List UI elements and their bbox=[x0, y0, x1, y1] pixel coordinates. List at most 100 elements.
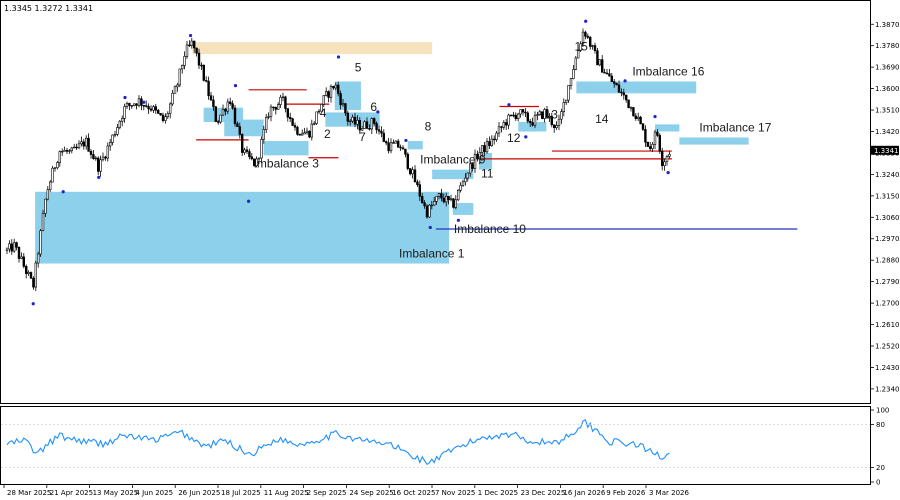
candle bbox=[87, 133, 90, 152]
candle bbox=[53, 167, 57, 172]
candle bbox=[41, 209, 45, 232]
candle bbox=[466, 172, 469, 182]
candle-body bbox=[36, 253, 40, 264]
candle-body bbox=[233, 107, 237, 124]
candle bbox=[437, 192, 441, 200]
candle bbox=[610, 72, 614, 82]
candle-body bbox=[365, 121, 369, 129]
candle bbox=[188, 40, 191, 47]
candle-body bbox=[612, 81, 616, 84]
candle-body bbox=[125, 103, 129, 107]
candle bbox=[627, 99, 630, 109]
candle-body bbox=[406, 153, 409, 169]
candle-body bbox=[632, 107, 635, 117]
candle-body bbox=[574, 57, 578, 70]
candle-body bbox=[58, 151, 62, 163]
candle bbox=[56, 161, 59, 170]
candle bbox=[253, 158, 256, 167]
imbalance-zone bbox=[576, 81, 697, 94]
candle-body bbox=[416, 181, 419, 185]
imbalance-zone bbox=[679, 137, 749, 145]
candle bbox=[229, 97, 232, 106]
candle bbox=[452, 197, 455, 209]
zone-label: Imbalance 9 bbox=[420, 153, 486, 167]
candle bbox=[646, 141, 650, 147]
candle-body bbox=[358, 120, 361, 131]
candle-body bbox=[461, 181, 465, 186]
candle bbox=[118, 119, 122, 130]
candle bbox=[51, 165, 54, 183]
candle bbox=[353, 112, 357, 128]
candle bbox=[372, 117, 376, 126]
candle bbox=[130, 105, 133, 109]
candle-body bbox=[185, 44, 189, 57]
candle bbox=[341, 99, 345, 107]
zone-label: Imbalance 17 bbox=[699, 120, 771, 134]
candle bbox=[36, 251, 40, 268]
candle-body bbox=[423, 202, 426, 207]
number-label: 8 bbox=[425, 119, 432, 133]
oscillator-tick-label: 100 bbox=[876, 407, 889, 415]
ohlc-readout: 1.3345 1.3272 1.3341 bbox=[4, 4, 93, 13]
price-tick-label: 1.2970 bbox=[875, 235, 900, 243]
candle bbox=[639, 115, 642, 125]
candle-body bbox=[267, 116, 270, 118]
candle-body bbox=[159, 113, 162, 116]
candle-body bbox=[137, 98, 141, 106]
candle bbox=[257, 157, 261, 165]
candle-body bbox=[524, 111, 527, 114]
candle-body bbox=[264, 117, 268, 130]
candle-body bbox=[663, 161, 666, 166]
candle-body bbox=[512, 114, 515, 117]
candle bbox=[420, 193, 424, 204]
candle bbox=[60, 148, 64, 156]
candle bbox=[416, 179, 419, 187]
oscillator-tick-label: 80 bbox=[876, 421, 885, 429]
candle bbox=[497, 122, 501, 137]
candle bbox=[46, 186, 50, 201]
candle bbox=[243, 147, 246, 156]
candle bbox=[322, 95, 325, 107]
candle-body bbox=[209, 95, 213, 101]
candle-body bbox=[317, 110, 321, 113]
swing-low-marker bbox=[524, 135, 528, 139]
candle-body bbox=[183, 56, 186, 66]
candle bbox=[574, 55, 578, 71]
candle-body bbox=[488, 141, 491, 147]
candle-body bbox=[60, 150, 64, 153]
candle bbox=[171, 90, 174, 107]
candle bbox=[624, 94, 628, 103]
candle-body bbox=[516, 113, 520, 119]
candle bbox=[233, 104, 237, 127]
candle bbox=[221, 104, 225, 117]
candle-body bbox=[442, 197, 445, 203]
candle bbox=[500, 125, 503, 133]
candle-body bbox=[303, 132, 306, 135]
candle bbox=[346, 110, 349, 126]
candle-body bbox=[608, 73, 611, 77]
candle-body bbox=[528, 120, 532, 123]
candle bbox=[308, 130, 311, 139]
candle-body bbox=[660, 151, 664, 166]
candle bbox=[10, 239, 13, 255]
candle bbox=[514, 112, 518, 121]
candle-body bbox=[53, 167, 57, 169]
candle bbox=[336, 81, 340, 97]
imbalance-zone bbox=[432, 169, 474, 180]
candle bbox=[344, 102, 347, 116]
candle bbox=[380, 126, 383, 138]
candle-body bbox=[382, 132, 385, 142]
candle-body bbox=[214, 106, 217, 122]
candle bbox=[145, 100, 148, 108]
candle-body bbox=[348, 120, 352, 123]
candle-body bbox=[514, 114, 518, 119]
imbalance-zones bbox=[35, 42, 749, 264]
candle bbox=[197, 48, 201, 69]
imbalance-zone bbox=[192, 42, 433, 55]
candle bbox=[560, 108, 563, 124]
candle-body bbox=[550, 115, 554, 126]
candle bbox=[564, 99, 568, 105]
date-tick-label: 23 Dec 2025 bbox=[521, 489, 566, 497]
date-tick-label: 11 Aug 2025 bbox=[264, 489, 309, 497]
candle-body bbox=[440, 193, 443, 199]
